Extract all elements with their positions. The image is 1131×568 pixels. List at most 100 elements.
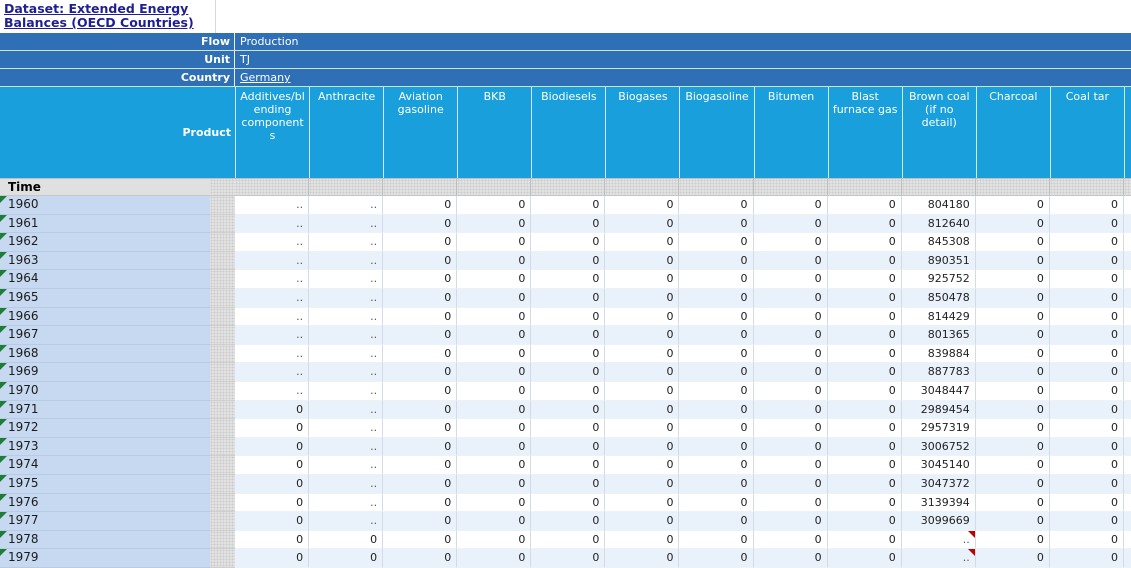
- dataset-link[interactable]: Dataset: Extended Energy Balances (OECD …: [4, 1, 194, 30]
- data-cell[interactable]: ..: [235, 381, 310, 401]
- data-cell[interactable]: 0: [383, 419, 458, 438]
- data-cell[interactable]: 0: [679, 270, 754, 289]
- data-cell[interactable]: 0: [753, 530, 828, 550]
- data-cell[interactable]: 0: [531, 381, 606, 401]
- data-cell[interactable]: 0: [753, 344, 828, 364]
- data-cell[interactable]: 0: [827, 400, 902, 420]
- data-cell[interactable]: ..: [235, 251, 310, 271]
- data-cell[interactable]: 0: [1049, 549, 1124, 568]
- data-cell[interactable]: 0: [531, 400, 606, 420]
- data-cell[interactable]: 0: [457, 326, 532, 345]
- data-cell[interactable]: 0: [605, 251, 680, 271]
- data-cell[interactable]: 0: [457, 288, 532, 308]
- data-cell[interactable]: ..: [901, 530, 976, 550]
- data-cell[interactable]: 0: [605, 196, 680, 215]
- data-cell[interactable]: 0: [457, 251, 532, 271]
- data-cell[interactable]: 0: [531, 270, 606, 289]
- data-cell[interactable]: 0: [531, 493, 606, 513]
- data-cell[interactable]: 0: [679, 474, 754, 494]
- data-cell[interactable]: 0: [1049, 400, 1124, 420]
- data-cell[interactable]: 0: [827, 512, 902, 531]
- data-cell[interactable]: 0: [457, 381, 532, 401]
- data-cell[interactable]: 0: [975, 474, 1050, 494]
- data-cell[interactable]: 0: [679, 456, 754, 475]
- data-cell[interactable]: 3139394: [901, 493, 976, 513]
- data-cell[interactable]: 0: [1049, 493, 1124, 513]
- data-cell[interactable]: 850478: [901, 288, 976, 308]
- data-cell[interactable]: ..: [309, 251, 384, 271]
- data-cell[interactable]: 0: [975, 456, 1050, 475]
- data-cell[interactable]: 0: [679, 326, 754, 345]
- data-cell[interactable]: 0: [753, 196, 828, 215]
- data-cell[interactable]: 0: [1049, 196, 1124, 215]
- data-cell[interactable]: 839884: [901, 344, 976, 364]
- data-cell[interactable]: ..: [309, 196, 384, 215]
- data-cell[interactable]: ..: [235, 326, 310, 345]
- data-cell[interactable]: 0: [383, 307, 458, 327]
- data-cell[interactable]: 0: [753, 493, 828, 513]
- data-cell[interactable]: 0: [827, 456, 902, 475]
- data-cell[interactable]: 0: [457, 474, 532, 494]
- data-cell[interactable]: 0: [457, 437, 532, 457]
- data-cell[interactable]: 0: [383, 549, 458, 568]
- data-cell[interactable]: 0: [679, 530, 754, 550]
- data-cell[interactable]: 0: [531, 288, 606, 308]
- data-cell[interactable]: 0: [457, 549, 532, 568]
- data-cell[interactable]: 0: [531, 196, 606, 215]
- data-cell[interactable]: ..: [309, 326, 384, 345]
- data-cell[interactable]: 0: [827, 474, 902, 494]
- data-cell[interactable]: 0: [531, 363, 606, 382]
- year-cell[interactable]: 1960: [0, 196, 210, 215]
- data-cell[interactable]: 0: [1049, 214, 1124, 234]
- data-cell[interactable]: 0: [383, 493, 458, 513]
- data-cell[interactable]: 0: [531, 326, 606, 345]
- data-cell[interactable]: 0: [309, 549, 384, 568]
- data-cell[interactable]: 814429: [901, 307, 976, 327]
- data-cell[interactable]: 0: [383, 214, 458, 234]
- data-cell[interactable]: ..: [309, 419, 384, 438]
- data-cell[interactable]: 0: [383, 456, 458, 475]
- data-cell[interactable]: ..: [309, 381, 384, 401]
- data-cell[interactable]: 2957319: [901, 419, 976, 438]
- data-cell[interactable]: 0: [827, 288, 902, 308]
- data-cell[interactable]: 0: [309, 530, 384, 550]
- data-cell[interactable]: 0: [753, 381, 828, 401]
- data-cell[interactable]: 0: [235, 419, 310, 438]
- data-cell[interactable]: 0: [457, 456, 532, 475]
- data-cell[interactable]: 0: [531, 344, 606, 364]
- year-cell[interactable]: 1965: [0, 288, 210, 308]
- data-cell[interactable]: 0: [679, 437, 754, 457]
- year-cell[interactable]: 1972: [0, 419, 210, 438]
- data-cell[interactable]: ..: [309, 437, 384, 457]
- data-cell[interactable]: 0: [235, 530, 310, 550]
- data-cell[interactable]: 0: [235, 474, 310, 494]
- data-cell[interactable]: 0: [753, 363, 828, 382]
- data-cell[interactable]: 0: [383, 288, 458, 308]
- year-cell[interactable]: 1971: [0, 400, 210, 420]
- data-cell[interactable]: 0: [531, 474, 606, 494]
- data-cell[interactable]: 0: [753, 512, 828, 531]
- data-cell[interactable]: ..: [235, 270, 310, 289]
- data-cell[interactable]: 0: [827, 344, 902, 364]
- data-cell[interactable]: 0: [383, 381, 458, 401]
- data-cell[interactable]: 0: [827, 437, 902, 457]
- data-cell[interactable]: ..: [309, 214, 384, 234]
- year-cell[interactable]: 1979: [0, 549, 210, 568]
- data-cell[interactable]: ..: [309, 288, 384, 308]
- data-cell[interactable]: 0: [235, 437, 310, 457]
- data-cell[interactable]: ..: [309, 363, 384, 382]
- data-cell[interactable]: ..: [309, 456, 384, 475]
- year-cell[interactable]: 1976: [0, 493, 210, 513]
- data-cell[interactable]: 0: [457, 363, 532, 382]
- data-cell[interactable]: 0: [827, 381, 902, 401]
- data-cell[interactable]: 0: [235, 549, 310, 568]
- data-cell[interactable]: 0: [975, 344, 1050, 364]
- data-cell[interactable]: 0: [975, 400, 1050, 420]
- data-cell[interactable]: ..: [309, 400, 384, 420]
- data-cell[interactable]: 0: [605, 419, 680, 438]
- data-cell[interactable]: ..: [235, 214, 310, 234]
- year-cell[interactable]: 1963: [0, 251, 210, 271]
- data-cell[interactable]: 0: [235, 400, 310, 420]
- data-cell[interactable]: 0: [1049, 474, 1124, 494]
- data-cell[interactable]: 845308: [901, 233, 976, 252]
